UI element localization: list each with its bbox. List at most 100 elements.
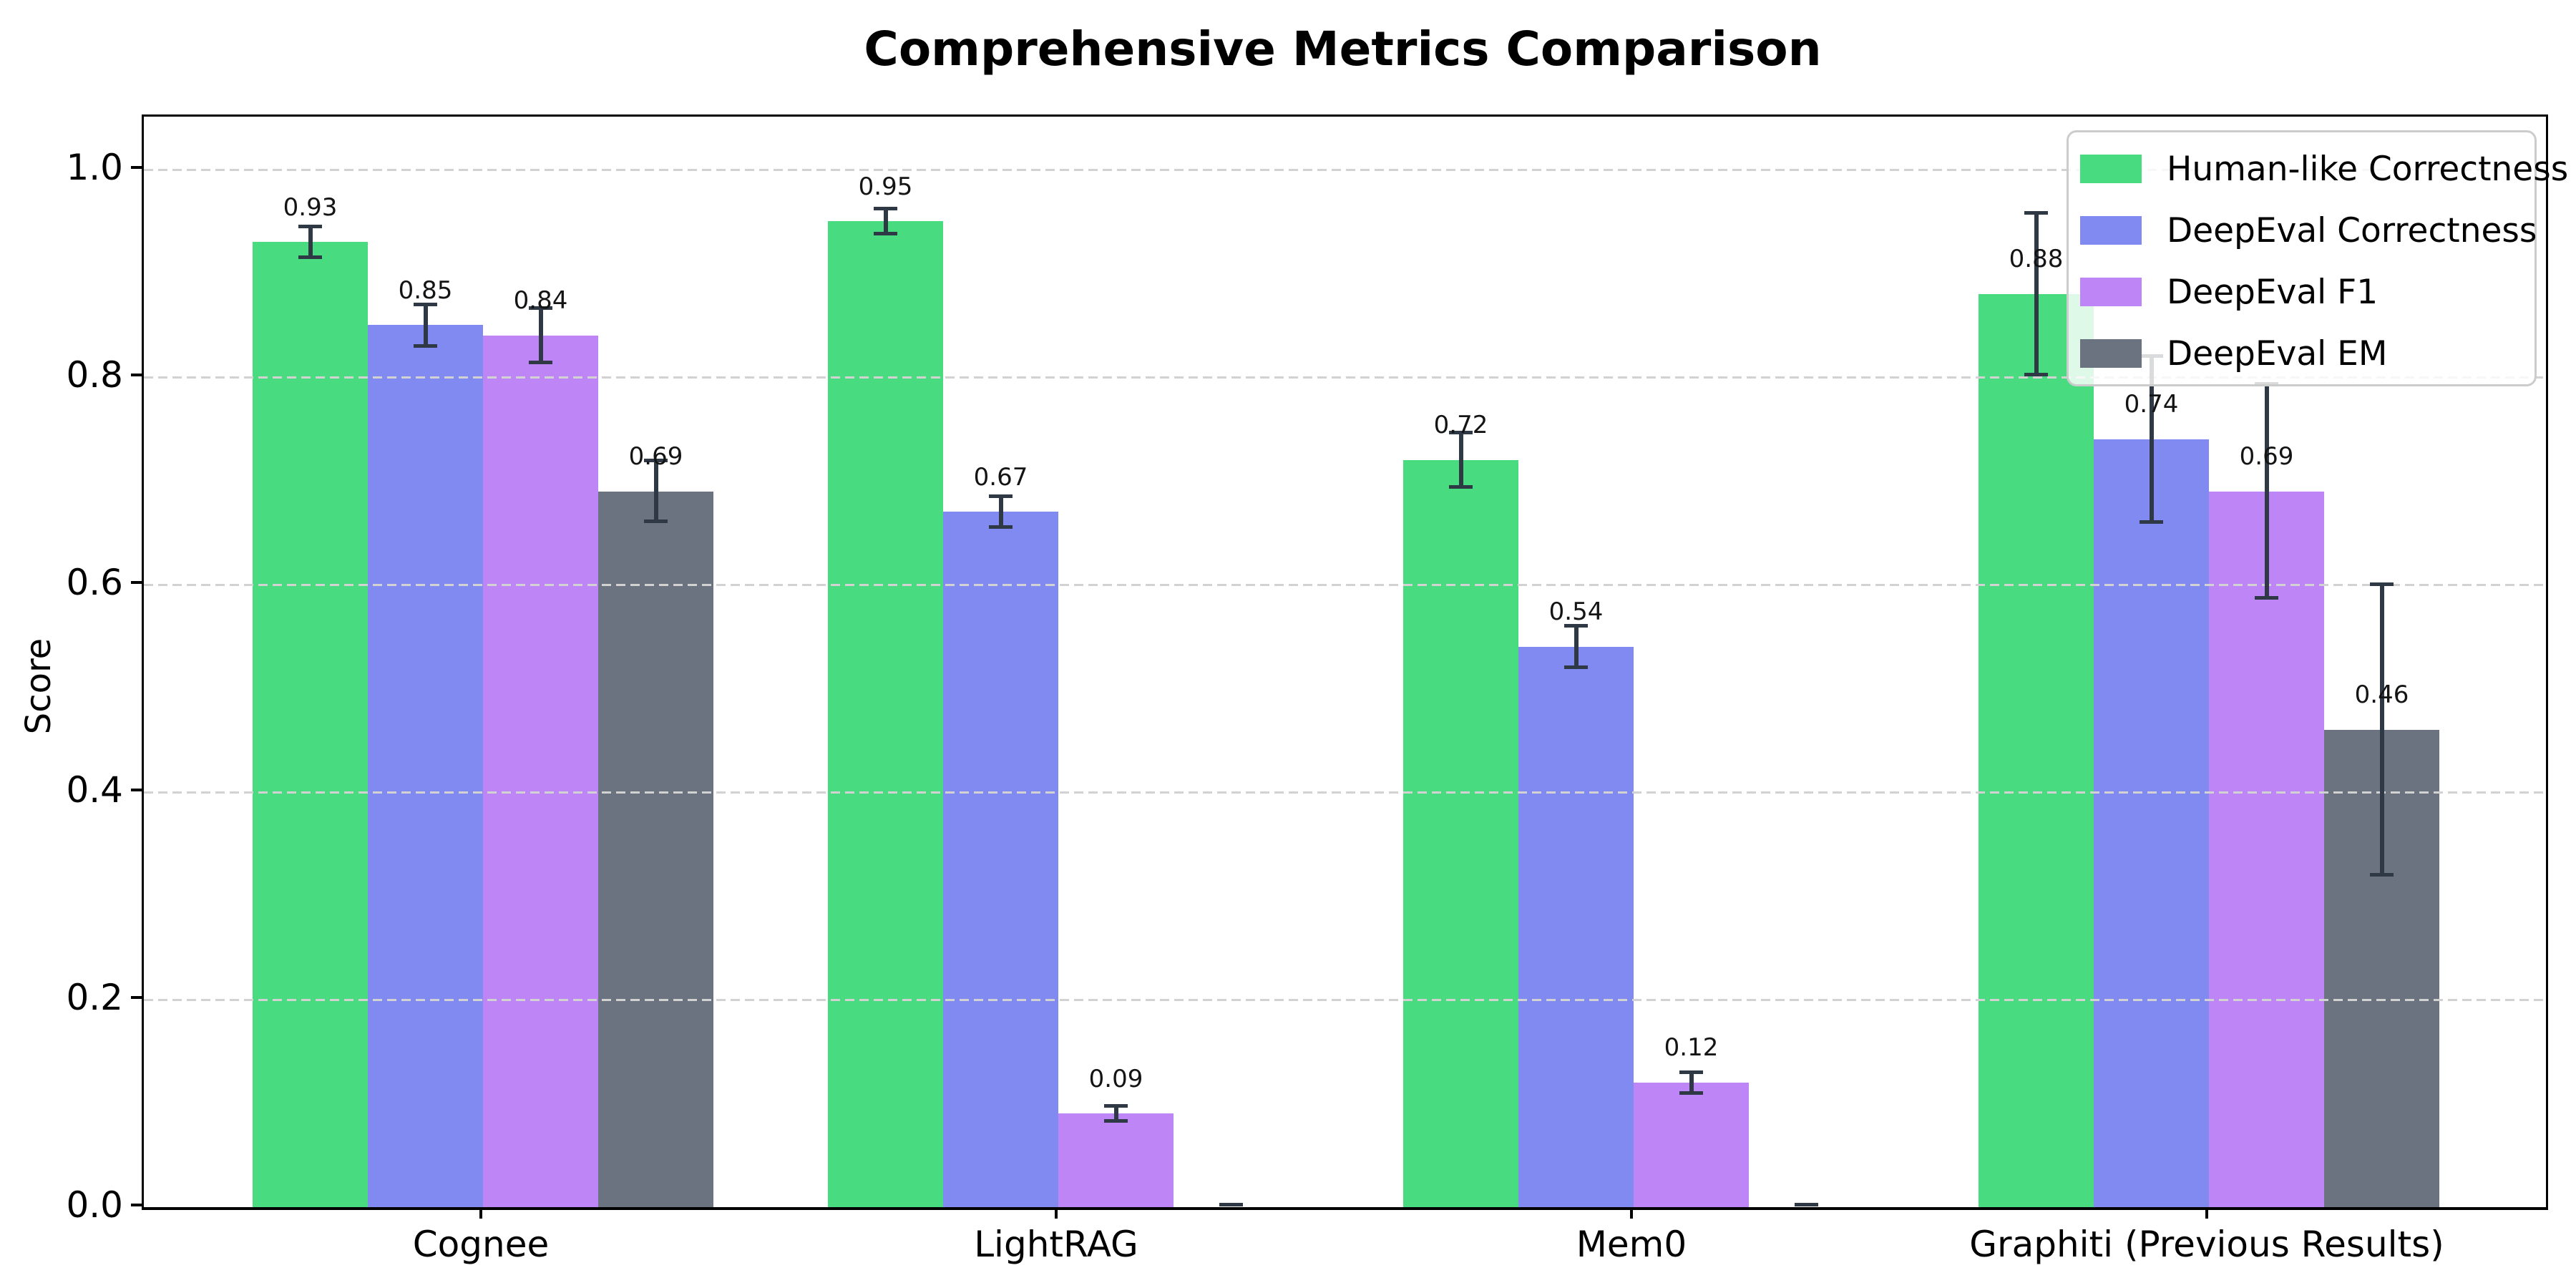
bar xyxy=(598,492,713,1207)
error-bar xyxy=(998,496,1003,528)
error-bar-cap-bottom xyxy=(1104,1118,1128,1123)
bar xyxy=(943,512,1058,1207)
y-tick-label: 0.0 xyxy=(66,1184,123,1226)
legend-color-patch xyxy=(2080,278,2142,306)
error-bar-cap-top xyxy=(1104,1104,1128,1108)
bar xyxy=(1058,1113,1174,1207)
error-bar-cap-zero xyxy=(1795,1203,1818,1206)
error-bar-cap-bottom xyxy=(2140,520,2163,524)
x-tick-mark xyxy=(1055,1208,1058,1219)
y-tick-label: 0.6 xyxy=(66,562,123,603)
bar-value-label: 0.46 xyxy=(2354,680,2409,709)
error-bar-cap-bottom xyxy=(1679,1091,1703,1095)
error-bar-cap-bottom xyxy=(529,360,552,364)
legend-label: DeepEval F1 xyxy=(2167,272,2379,312)
bar-value-label: 0.54 xyxy=(1548,597,1604,626)
bar xyxy=(2209,492,2324,1207)
error-bar-cap-bottom xyxy=(1564,665,1588,669)
x-tick-mark xyxy=(479,1208,482,1219)
bar xyxy=(2094,439,2209,1207)
gridline xyxy=(144,584,2546,586)
bar xyxy=(1979,294,2094,1207)
legend-color-patch xyxy=(2080,339,2142,368)
error-bar-cap-bottom xyxy=(414,343,437,348)
error-bar-cap-bottom xyxy=(2370,873,2394,877)
error-bar-cap-bottom xyxy=(2255,595,2278,600)
y-axis-title: Score xyxy=(19,638,59,735)
error-bar xyxy=(2264,384,2269,598)
error-bar-cap-top xyxy=(1564,624,1588,628)
y-tick-label: 0.8 xyxy=(66,354,123,396)
legend-item: DeepEval EM xyxy=(2080,323,2534,384)
y-tick-label: 1.0 xyxy=(66,147,123,188)
bar-value-label: 0.09 xyxy=(1088,1064,1143,1093)
bar xyxy=(483,336,598,1207)
error-bar-cap-bottom xyxy=(644,519,668,523)
y-tick-mark xyxy=(131,166,142,169)
y-tick-label: 0.2 xyxy=(66,977,123,1018)
y-tick-mark xyxy=(131,1204,142,1206)
legend-color-patch xyxy=(2080,155,2142,183)
error-bar-cap-top xyxy=(1449,431,1473,435)
error-bar xyxy=(2379,585,2384,875)
legend: Human-like Correctness DeepEval Correctne… xyxy=(2067,130,2568,386)
legend-label: Human-like Correctness xyxy=(2167,149,2569,189)
error-bar-cap-bottom xyxy=(2024,373,2048,377)
bar-value-label: 0.69 xyxy=(2239,441,2294,471)
error-bar xyxy=(1689,1072,1694,1093)
chart-title: Comprehensive Metrics Comparison xyxy=(864,21,1822,77)
error-bar-cap-top xyxy=(2024,210,2048,215)
error-bar-cap-top xyxy=(874,207,897,211)
bar xyxy=(368,325,483,1207)
x-tick-label: Graphiti (Previous Results) xyxy=(1969,1224,2444,1265)
error-bar-cap-top xyxy=(529,306,552,311)
y-tick-mark xyxy=(131,789,142,791)
bar xyxy=(253,242,368,1207)
gridline xyxy=(144,376,2546,379)
error-bar xyxy=(2149,356,2154,522)
error-bar-cap-top xyxy=(989,494,1013,498)
bar-value-label: 0.12 xyxy=(1664,1033,1719,1062)
legend-color-patch xyxy=(2080,216,2142,245)
error-bar xyxy=(1113,1106,1118,1121)
y-tick-mark xyxy=(131,581,142,584)
bar-value-label: 0.85 xyxy=(398,275,453,305)
error-bar xyxy=(538,308,543,363)
error-bar xyxy=(1458,433,1463,487)
bar-value-label: 0.69 xyxy=(628,441,683,471)
bar xyxy=(1403,460,1518,1207)
x-tick-mark xyxy=(1630,1208,1633,1219)
bar-value-label: 0.72 xyxy=(1433,411,1488,439)
bar-value-label: 0.88 xyxy=(2009,245,2064,273)
error-bar-cap-top xyxy=(644,459,668,463)
bar xyxy=(1634,1083,1749,1207)
y-tick-label: 0.4 xyxy=(66,769,123,811)
legend-item: DeepEval F1 xyxy=(2080,262,2534,323)
gridline xyxy=(144,169,2546,171)
y-tick-mark xyxy=(131,374,142,376)
error-bar-cap-bottom xyxy=(989,525,1013,530)
gridline xyxy=(144,999,2546,1001)
legend-label: DeepEval Correctness xyxy=(2167,210,2537,250)
gridline xyxy=(144,791,2546,794)
x-tick-label: LightRAG xyxy=(974,1224,1138,1265)
legend-item: Human-like Correctness xyxy=(2080,139,2568,200)
bar-value-label: 0.93 xyxy=(283,192,338,222)
error-bar-cap-zero xyxy=(1219,1203,1243,1206)
bar-value-label: 0.84 xyxy=(513,286,568,315)
x-tick-label: Cognee xyxy=(412,1224,550,1265)
error-bar-cap-bottom xyxy=(874,231,897,235)
legend-label: DeepEval EM xyxy=(2167,333,2388,374)
bar xyxy=(1518,647,1634,1207)
error-bar-cap-top xyxy=(2370,582,2394,586)
error-bar xyxy=(423,304,428,346)
error-bar xyxy=(883,209,888,234)
error-bar-cap-bottom xyxy=(1449,484,1473,489)
x-tick-mark xyxy=(2205,1208,2208,1219)
y-tick-mark xyxy=(131,996,142,999)
bar-value-label: 0.67 xyxy=(973,462,1028,492)
error-bar xyxy=(653,461,658,522)
x-tick-label: Mem0 xyxy=(1576,1224,1687,1265)
bar-value-label: 0.74 xyxy=(2124,390,2179,419)
